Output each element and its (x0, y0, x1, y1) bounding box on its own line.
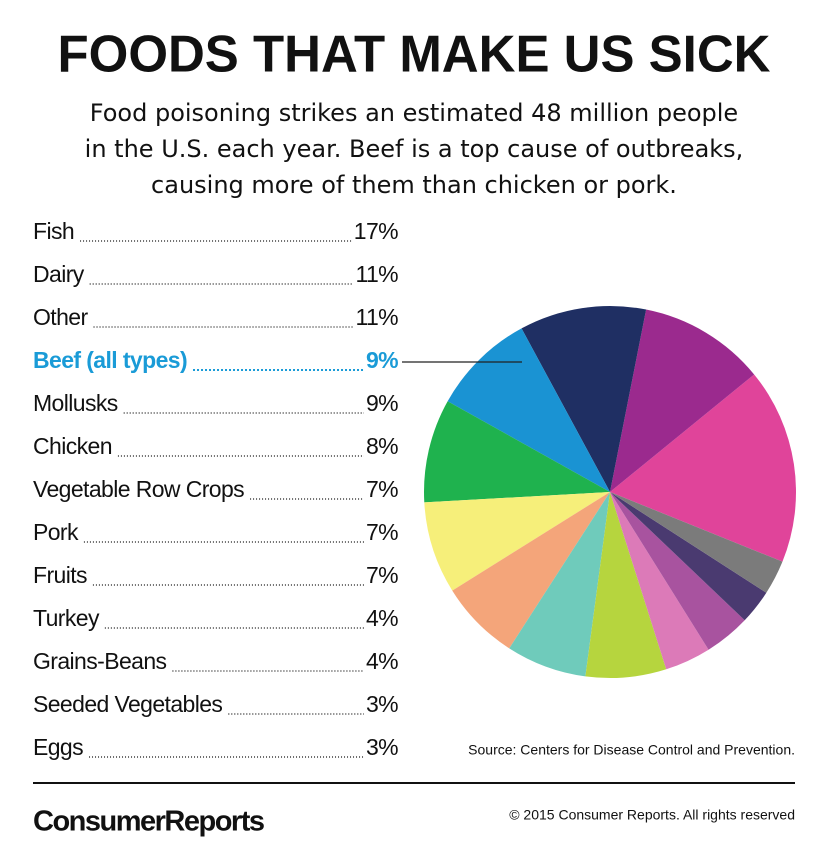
category-label: Fruits (33, 562, 87, 588)
pie-slice (610, 374, 796, 562)
subtitle-line: Food poisoning strikes an estimated 48 m… (90, 99, 738, 127)
value-label: 9% (366, 390, 398, 416)
pie-slice (610, 492, 709, 670)
value-label: 3% (366, 734, 398, 760)
category-label: Vegetable Row Crops (33, 476, 244, 502)
category-label: Chicken (33, 433, 112, 459)
category-label: Eggs (33, 734, 83, 760)
pie-slice (447, 328, 610, 492)
brand-logo: ConsumerReports (33, 806, 264, 838)
pie (423, 306, 796, 678)
category-label: Beef (all types) (33, 347, 187, 373)
value-label: 9% (366, 347, 398, 373)
category-label: Mollusks (33, 390, 118, 416)
pie-slice (585, 492, 667, 678)
category-label: Fish (33, 218, 74, 244)
value-label: 3% (366, 691, 398, 717)
chart-title: FOODS THAT MAKE US SICK (58, 26, 771, 84)
pie-slice (610, 492, 745, 650)
pie-slice (610, 492, 783, 593)
pie-slice (509, 492, 610, 677)
pie-slice (521, 306, 647, 492)
value-label: 8% (366, 433, 398, 459)
value-label: 17% (354, 218, 398, 244)
category-label: Dairy (33, 261, 85, 287)
pie-slice (423, 401, 610, 503)
pie-slice (452, 492, 610, 649)
legend: Fish 17% Dairy 11% Other 11% Beef (all types) 9… (33, 218, 399, 760)
value-label: 11% (355, 304, 398, 330)
pie-slice (610, 309, 755, 492)
category-label: Pork (33, 519, 79, 545)
value-label: 4% (366, 648, 398, 674)
category-label: Other (33, 304, 88, 330)
subtitle-line: in the U.S. each year. Beef is a top cau… (85, 135, 744, 163)
source: Source: Centers for Disease Control and … (468, 742, 795, 758)
value-label: 7% (366, 519, 398, 545)
category-label: Grains-Beans (33, 648, 167, 674)
category-label: Seeded Vegetables (33, 691, 222, 717)
value-label: 4% (366, 605, 398, 631)
value-label: 7% (366, 476, 398, 502)
copyright: © 2015 Consumer Reports. All rights rese… (509, 807, 795, 823)
value-label: 11% (355, 261, 398, 287)
pie-slice (610, 492, 767, 621)
pie-slice (424, 492, 610, 591)
value-label: 7% (366, 562, 398, 588)
subtitle-line: causing more of them than chicken or por… (151, 171, 677, 199)
category-label: Turkey (33, 605, 100, 631)
